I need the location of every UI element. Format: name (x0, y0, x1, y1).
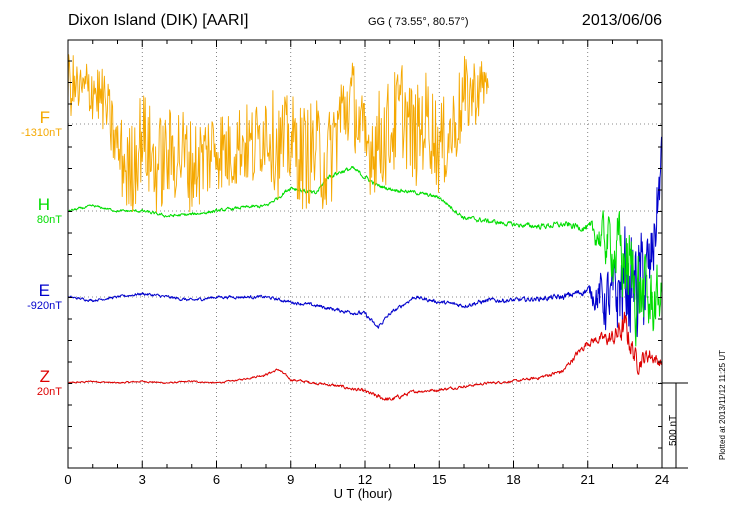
series-line-H (67, 166, 663, 347)
x-axis-label: U T (hour) (334, 486, 393, 501)
component-offset-E: -920nT (27, 300, 62, 312)
x-tick-label: 3 (139, 472, 146, 487)
x-tick-label: 24 (655, 472, 669, 487)
component-name-F: F (39, 108, 50, 127)
grid-lines (68, 40, 662, 468)
scale-bar-label: 500 nT (668, 414, 679, 446)
plot-date: 2013/06/06 (581, 12, 662, 29)
x-tick-label: 0 (64, 472, 71, 487)
series-line-F (67, 54, 489, 213)
component-name-Z: Z (39, 367, 50, 386)
station-title: Dixon Island (DIK) [AARI] (68, 12, 249, 29)
component-offset-F: -1310nT (21, 127, 62, 139)
component-offset-H: 80nT (36, 214, 62, 226)
station-coordinates: GG ( 73.55°, 80.57°) (368, 16, 469, 28)
x-tick-label: 21 (581, 472, 595, 487)
axis-ticks: 0 3 6 9 12 15 18 21 24 U T (hour) (64, 40, 669, 501)
series-line-Z (67, 311, 663, 401)
component-offset-Z: 20nT (36, 386, 62, 398)
component-traces (67, 54, 663, 401)
x-tick-label: 15 (432, 472, 446, 487)
plotted-timestamp: Plotted at 2013/11/12 11:25 UT (718, 349, 727, 460)
scale-bar (662, 382, 688, 469)
component-name-H: H (37, 195, 50, 214)
x-tick-label: 6 (213, 472, 220, 487)
x-tick-label: 18 (506, 472, 520, 487)
x-tick-label: 9 (287, 472, 294, 487)
series-line-E (67, 136, 663, 338)
component-name-E: E (38, 281, 50, 300)
x-tick-label: 12 (358, 472, 372, 487)
